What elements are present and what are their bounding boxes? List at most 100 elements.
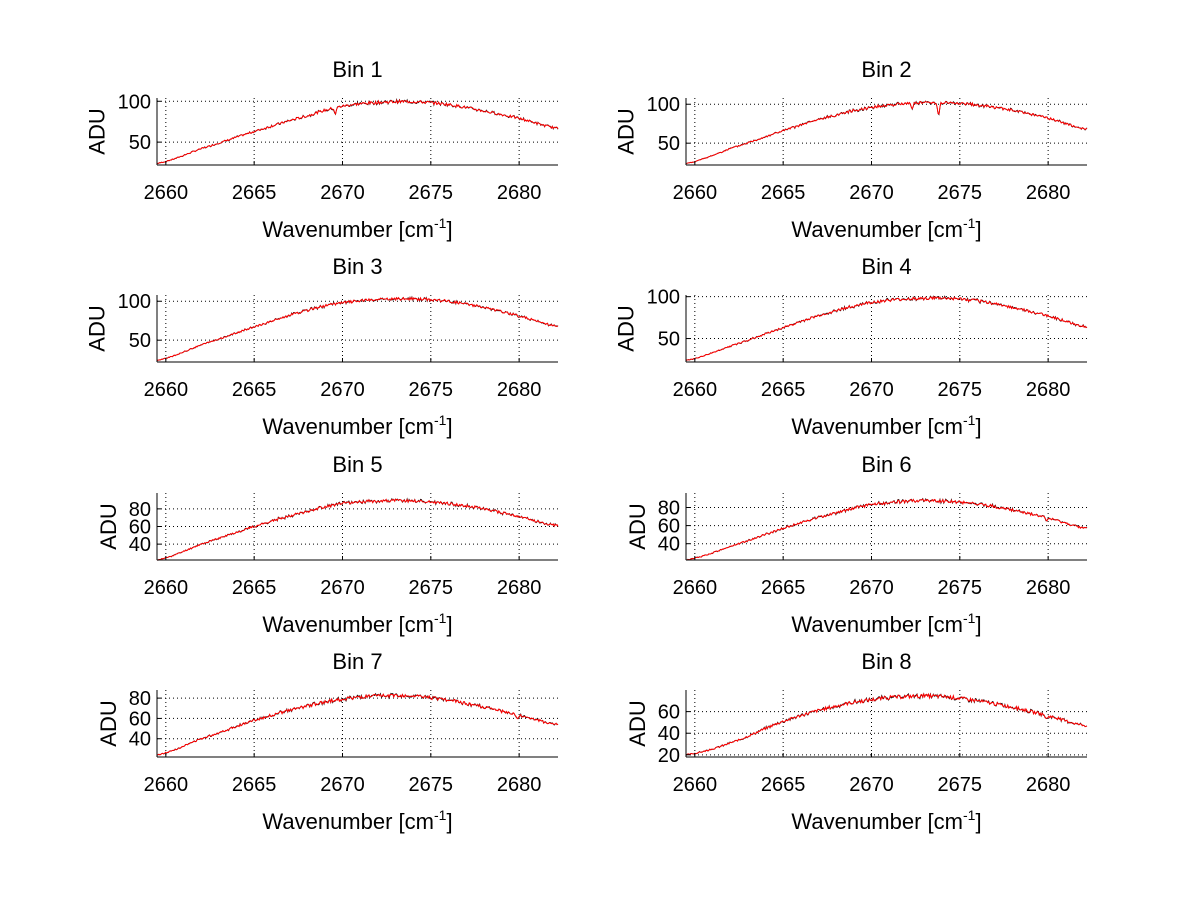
series-line — [685, 100, 1088, 165]
y-tick-label: 50 — [658, 133, 680, 155]
x-axis-label-base: Wavenumber [cm — [262, 809, 434, 834]
subplot-title: Bin 5 — [332, 452, 382, 477]
x-axis-label-base: Wavenumber [cm — [791, 612, 963, 637]
x-tick-label: 2670 — [849, 577, 894, 599]
series-line — [685, 498, 1088, 561]
y-tick-label: 40 — [129, 534, 151, 556]
subplot-title: Bin 8 — [861, 649, 911, 674]
x-tick-label: 2665 — [232, 774, 277, 796]
y-tick-label: 20 — [658, 745, 680, 767]
subplot-title: Bin 4 — [861, 254, 911, 279]
x-axis-label-end: ] — [446, 809, 452, 834]
y-axis-label: ADU — [614, 108, 639, 154]
x-axis-label-sup: -1 — [434, 807, 447, 823]
y-tick-label: 50 — [658, 329, 680, 351]
x-tick-label: 2680 — [497, 379, 542, 401]
x-tick-label: 2670 — [320, 182, 365, 204]
x-axis-label-end: ] — [975, 414, 981, 439]
series-line — [156, 296, 559, 362]
x-tick-label: 2675 — [409, 577, 454, 599]
x-axis-label-sup: -1 — [963, 610, 976, 626]
y-axis-label: ADU — [625, 503, 650, 549]
x-tick-label: 2665 — [232, 182, 277, 204]
x-tick-label: 2675 — [938, 774, 983, 796]
x-tick-label: 2680 — [497, 774, 542, 796]
x-tick-label: 2680 — [1026, 182, 1071, 204]
y-axis-label: ADU — [85, 108, 110, 154]
x-tick-label: 2660 — [144, 182, 189, 204]
x-tick-label: 2675 — [409, 182, 454, 204]
y-axis-label: ADU — [625, 700, 650, 746]
y-tick-label: 60 — [658, 516, 680, 538]
x-tick-label: 2670 — [849, 379, 894, 401]
subplot-1: Bin 1 2660 2665 2670 2675 2680 50 100 Wavenumber… — [85, 57, 559, 242]
x-tick-label: 2675 — [938, 182, 983, 204]
y-tick-label: 40 — [658, 723, 680, 745]
x-tick-label: 2660 — [144, 577, 189, 599]
y-tick-label: 100 — [118, 91, 151, 113]
y-tick-label: 50 — [129, 330, 151, 352]
x-tick-label: 2665 — [761, 577, 806, 599]
x-tick-label: 2665 — [232, 577, 277, 599]
x-tick-label: 2670 — [849, 182, 894, 204]
x-tick-label: 2670 — [849, 774, 894, 796]
x-tick-label: 2665 — [232, 379, 277, 401]
x-axis-label-sup: -1 — [434, 215, 447, 231]
series-line — [156, 498, 559, 561]
x-tick-label: 2665 — [761, 774, 806, 796]
y-tick-label: 60 — [129, 517, 151, 539]
series-line — [156, 98, 559, 164]
subplot-4: Bin 4 2660 2665 2670 2675 2680 50 100 Wavenumber… — [614, 254, 1088, 439]
x-axis-label-sup: -1 — [434, 610, 447, 626]
x-axis-label: Wavenumber [cm-1] — [262, 610, 452, 637]
x-axis-label-end: ] — [975, 217, 981, 242]
y-tick-label: 60 — [658, 702, 680, 724]
x-axis-label: Wavenumber [cm-1] — [262, 215, 452, 242]
y-tick-label: 100 — [118, 291, 151, 313]
x-tick-label: 2680 — [1026, 577, 1071, 599]
x-tick-label: 2670 — [320, 774, 365, 796]
y-tick-label: 100 — [647, 287, 680, 309]
x-tick-label: 2660 — [673, 774, 718, 796]
x-axis-label-base: Wavenumber [cm — [262, 414, 434, 439]
x-tick-label: 2675 — [938, 577, 983, 599]
x-tick-label: 2660 — [144, 379, 189, 401]
x-axis-label-sup: -1 — [963, 412, 976, 428]
x-axis-label-base: Wavenumber [cm — [262, 612, 434, 637]
series-line — [685, 692, 1088, 756]
y-axis-label: ADU — [96, 700, 121, 746]
x-tick-label: 2660 — [144, 774, 189, 796]
series-line-black — [156, 692, 559, 756]
series-line-black — [156, 295, 559, 361]
series-line-black — [685, 100, 1088, 164]
subplot-title: Bin 3 — [332, 254, 382, 279]
x-tick-label: 2660 — [673, 379, 718, 401]
x-tick-label: 2660 — [673, 182, 718, 204]
subplot-title: Bin 1 — [332, 57, 382, 82]
x-axis-label: Wavenumber [cm-1] — [262, 807, 452, 834]
x-tick-label: 2680 — [1026, 379, 1071, 401]
x-tick-label: 2670 — [320, 379, 365, 401]
x-axis-label-end: ] — [446, 612, 452, 637]
x-tick-label: 2680 — [497, 182, 542, 204]
subplot-title: Bin 7 — [332, 649, 382, 674]
x-tick-label: 2665 — [761, 379, 806, 401]
subplot-2: Bin 2 2660 2665 2670 2675 2680 50 100 Wavenumber… — [614, 57, 1088, 242]
x-tick-label: 2680 — [497, 577, 542, 599]
x-tick-label: 2660 — [673, 577, 718, 599]
x-tick-label: 2675 — [409, 379, 454, 401]
y-tick-label: 100 — [647, 94, 680, 116]
subplot-3: Bin 3 2660 2665 2670 2675 2680 50 100 Wavenumber… — [85, 254, 559, 439]
x-axis-label-base: Wavenumber [cm — [791, 809, 963, 834]
subplot-title: Bin 2 — [861, 57, 911, 82]
x-axis-label: Wavenumber [cm-1] — [262, 412, 452, 439]
y-tick-label: 80 — [129, 499, 151, 521]
x-axis-label-end: ] — [975, 809, 981, 834]
series-line — [685, 295, 1088, 362]
x-tick-label: 2675 — [409, 774, 454, 796]
